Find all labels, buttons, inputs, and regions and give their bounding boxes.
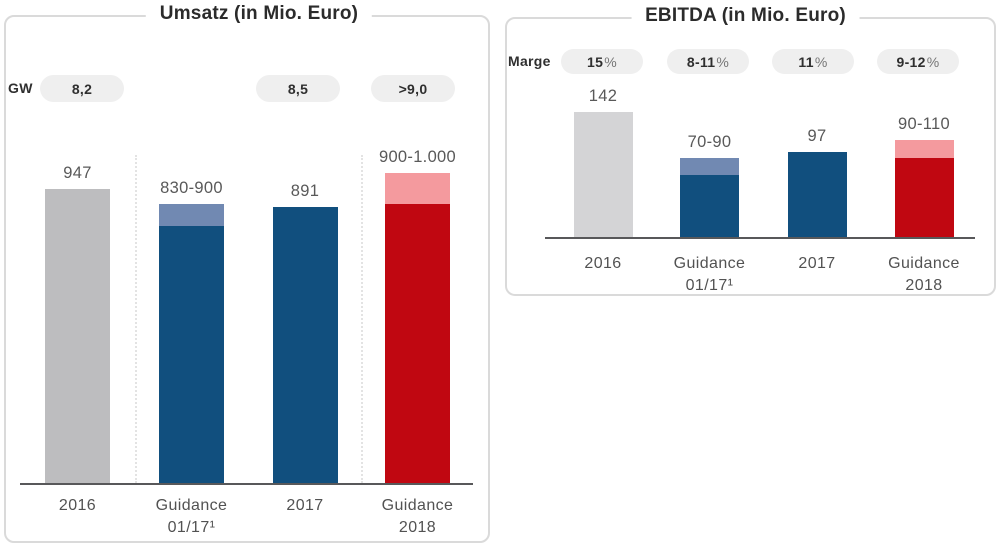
metric-badge: 11% bbox=[772, 49, 854, 74]
chart-title: EBITDA (in Mio. Euro) bbox=[631, 5, 860, 27]
category-label: 2016 bbox=[584, 255, 622, 272]
bar-range-segment bbox=[385, 173, 450, 204]
bar-2017 bbox=[787, 151, 847, 237]
bar-value-label: 830-900 bbox=[160, 179, 223, 197]
badge-row-label: GW bbox=[8, 80, 33, 96]
badge-percent-suffix: % bbox=[604, 53, 617, 70]
bar-base-segment bbox=[272, 206, 338, 483]
bar-guidance-01-17- bbox=[159, 204, 224, 483]
bar-base-segment bbox=[573, 111, 633, 237]
bar-value-label: 70-90 bbox=[687, 132, 732, 151]
category-label: Guidance 01/17¹ bbox=[673, 255, 746, 294]
bar-value-label: 891 bbox=[290, 181, 320, 200]
bar-base-segment bbox=[385, 204, 450, 483]
separator-line bbox=[134, 155, 137, 483]
bar-2016 bbox=[573, 111, 633, 237]
category-label: 2017 bbox=[286, 497, 324, 514]
bar-base-segment bbox=[45, 189, 110, 483]
bar-value-label: 90-110 bbox=[898, 115, 950, 134]
bar-base-segment bbox=[787, 151, 847, 237]
badge-percent-suffix: % bbox=[716, 53, 730, 70]
category-label: 2016 bbox=[58, 497, 97, 514]
badge-row-label: Marge bbox=[508, 53, 551, 69]
category-label: Guidance 2018 bbox=[888, 255, 960, 294]
badge-value: 9-12 bbox=[896, 53, 926, 70]
bar-2016 bbox=[45, 189, 110, 483]
category-label: Guidance 2018 bbox=[381, 497, 454, 536]
bar-base-segment bbox=[680, 175, 739, 237]
bar-value-label: 142 bbox=[588, 86, 618, 105]
x-axis-line bbox=[545, 237, 975, 239]
badge-value: 8-11 bbox=[686, 53, 716, 70]
bar-guidance-2018 bbox=[385, 173, 450, 483]
category-label: 2017 bbox=[798, 255, 836, 272]
metric-badge: 8-11% bbox=[667, 49, 749, 74]
metric-badge: 8,2 bbox=[40, 75, 124, 102]
chart-title: Umsatz (in Mio. Euro) bbox=[145, 3, 373, 25]
bar-value-label: 900-1.000 bbox=[378, 148, 456, 166]
metric-badge: 9-12% bbox=[877, 49, 959, 74]
badge-value: 11 bbox=[798, 53, 814, 70]
bar-range-segment bbox=[680, 157, 739, 176]
metric-badge: 8,5 bbox=[256, 75, 340, 102]
badge-percent-suffix: % bbox=[926, 53, 940, 70]
metric-badge: 15% bbox=[561, 49, 643, 74]
x-axis-line bbox=[20, 483, 473, 485]
bar-range-segment bbox=[159, 204, 224, 226]
bar-range-segment bbox=[894, 140, 954, 158]
bar-guidance-01-17- bbox=[680, 157, 739, 237]
bar-base-segment bbox=[894, 157, 954, 237]
chart-card-umsatz: Umsatz (in Mio. Euro) GW 8,2 8,5 >9,0 947 83… bbox=[4, 3, 490, 543]
bar-base-segment bbox=[159, 225, 224, 483]
separator-line bbox=[361, 155, 364, 483]
bar-value-label: 97 bbox=[807, 126, 827, 145]
bar-2017 bbox=[272, 206, 338, 483]
chart-card-ebitda: EBITDA (in Mio. Euro) Marge 15% 8-11% 11% 9… bbox=[505, 5, 996, 296]
badge-percent-suffix: % bbox=[814, 53, 828, 70]
bar-value-label: 947 bbox=[63, 164, 92, 183]
category-label: Guidance 01/17¹ bbox=[155, 497, 228, 536]
metric-badge: >9,0 bbox=[371, 75, 455, 102]
bar-guidance-2018 bbox=[894, 140, 954, 237]
badge-value: 15 bbox=[587, 53, 604, 70]
